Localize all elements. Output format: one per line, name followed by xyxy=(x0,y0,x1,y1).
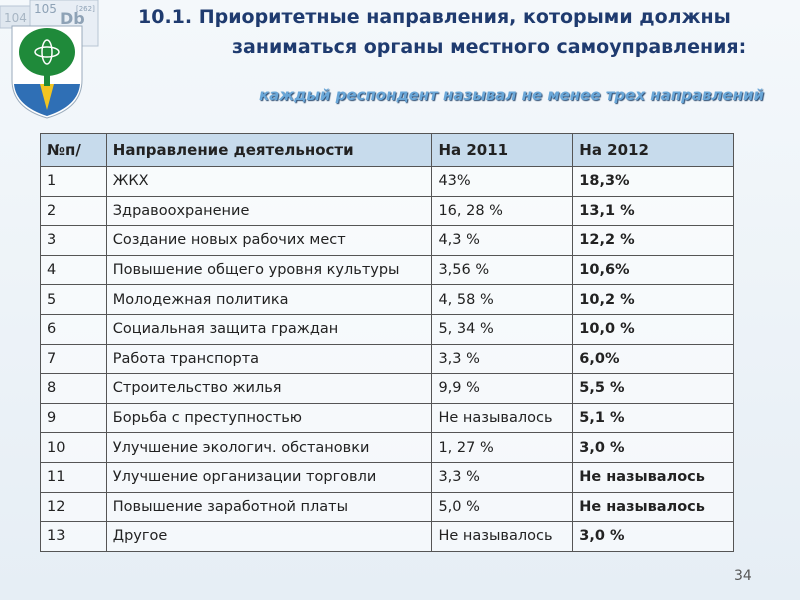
table-cell: 10,6% xyxy=(572,254,734,286)
title-line: 10.1. Приоритетные направления, которыми… xyxy=(138,6,731,28)
table-cell: Создание новых рабочих мест xyxy=(105,225,433,256)
table-cell: Не называлось xyxy=(572,461,734,493)
header-row: №п/Направление деятельности На 2011 На 201… xyxy=(40,133,734,167)
table-cell: Не называлось xyxy=(431,521,574,552)
table-row: 2 Здравоохранение 16, 28 % 13,1 % xyxy=(40,195,734,227)
table-cell: 11 xyxy=(40,461,107,493)
table-row: 10 Улучшение экологич. обстановки 1, 27 % 3… xyxy=(40,432,734,463)
table-cell: 2 xyxy=(40,195,107,227)
table-cell: 18,3% xyxy=(572,166,734,197)
table-cell: Не называлось xyxy=(572,491,734,523)
table-cell: 4, 58 % xyxy=(431,284,574,315)
table-cell: 5,5 % xyxy=(572,373,734,404)
table-cell: 10,0 % xyxy=(572,313,734,345)
ray xyxy=(40,84,54,110)
table-cell: 5, 34 % xyxy=(431,313,574,345)
table-row: 3 Создание новых рабочих мест 4,3 % 12,2 % xyxy=(40,225,734,256)
table-row: 11 Улучшение организации торговли 3,3 % Не … xyxy=(40,461,734,493)
table-row: 12 Повышение заработной платы 5,0 % Не назы… xyxy=(40,491,734,523)
table-cell: 3 xyxy=(40,225,107,256)
table-cell: 4 xyxy=(40,254,107,286)
subtitle: каждый респондент называл не менее трех … xyxy=(258,86,764,104)
table-row: 13 Другое Не называлось 3,0 % xyxy=(40,521,734,552)
title-line: заниматься органы местного самоуправлени… xyxy=(232,36,747,58)
table-cell: 3,0 % xyxy=(572,432,734,463)
table-cell: 10 xyxy=(40,432,107,463)
table-cell: Повышение общего уровня культуры xyxy=(105,254,433,286)
table-cell: 43% xyxy=(431,166,574,197)
table-cell: Строительство жилья xyxy=(105,373,433,404)
tile-label: [262] xyxy=(76,5,95,13)
table-cell: 12,2 % xyxy=(572,225,734,256)
table-cell: 13,1 % xyxy=(572,195,734,227)
table-cell: Не называлось xyxy=(431,402,574,434)
table-cell: 3,3 % xyxy=(431,461,574,493)
table-row: 9 Борьба с преступностью Не называлось 5,1 … xyxy=(40,402,734,434)
column-header: Направление деятельности xyxy=(105,133,433,167)
table-cell: 1 xyxy=(40,166,107,197)
table-cell: 7 xyxy=(40,343,107,375)
table-cell: 3,3 % xyxy=(431,343,574,375)
table-cell: 6,0% xyxy=(572,343,734,375)
table-cell: 13 xyxy=(40,521,107,552)
table-cell: 5,1 % xyxy=(572,402,734,434)
table-row: 4 Повышение общего уровня культуры 3,56 % 1… xyxy=(40,254,734,286)
table-cell: 3,0 % xyxy=(572,521,734,552)
table-cell: Другое xyxy=(105,521,433,552)
table-row: 1 ЖКХ 43% 18,3% xyxy=(40,166,734,197)
table-cell: Улучшение организации торговли xyxy=(105,461,433,493)
tree xyxy=(19,28,75,76)
table-cell: 4,3 % xyxy=(431,225,574,256)
table-cell: 3,56 % xyxy=(431,254,574,286)
table: №п/Направление деятельности На 2011 На 201… xyxy=(40,133,734,552)
table-cell: 8 xyxy=(40,373,107,404)
column-header: На 2012 xyxy=(572,133,734,167)
table-cell: 6 xyxy=(40,313,107,345)
column-header: На 2011 xyxy=(431,133,574,167)
table-cell: Борьба с преступностью xyxy=(105,402,433,434)
page-number: 34 xyxy=(734,568,752,584)
table-cell: Работа транспорта xyxy=(105,343,433,375)
table-cell: 5,0 % xyxy=(431,491,574,523)
tile-label: 105 xyxy=(34,2,57,16)
trunk xyxy=(44,66,50,86)
table-row: 5 Молодежная политика 4, 58 % 10,2 % xyxy=(40,284,734,315)
table-cell: 9,9 % xyxy=(431,373,574,404)
atom xyxy=(41,39,53,65)
table-cell: 10,2 % xyxy=(572,284,734,315)
table-row: 6 Социальная защита граждан 5, 34 % 10,0 % xyxy=(40,313,734,345)
table-row: 7 Работа транспорта 3,3 % 6,0% xyxy=(40,343,734,375)
table-cell: Повышение заработной платы xyxy=(105,491,433,523)
table-cell: 16, 28 % xyxy=(431,195,574,227)
tile-label: 104 xyxy=(4,11,27,25)
table-cell: ЖКХ xyxy=(105,166,433,197)
table-cell: Социальная защита граждан xyxy=(105,313,433,345)
table-row: 8 Строительство жилья 9,9 % 5,5 % xyxy=(40,373,734,404)
table-cell: 1, 27 % xyxy=(431,432,574,463)
table-cell: Молодежная политика xyxy=(105,284,433,315)
column-header: №п/ xyxy=(40,133,107,167)
table-cell: 5 xyxy=(40,284,107,315)
table-cell: Здравоохранение xyxy=(105,195,433,227)
atom xyxy=(34,46,60,58)
table-cell: 12 xyxy=(40,491,107,523)
table-cell: 9 xyxy=(40,402,107,434)
tile-label: Db xyxy=(60,9,85,28)
table-cell: Улучшение экологич. обстановки xyxy=(105,432,433,463)
logo: 104 105 Db [262] xyxy=(0,0,99,119)
